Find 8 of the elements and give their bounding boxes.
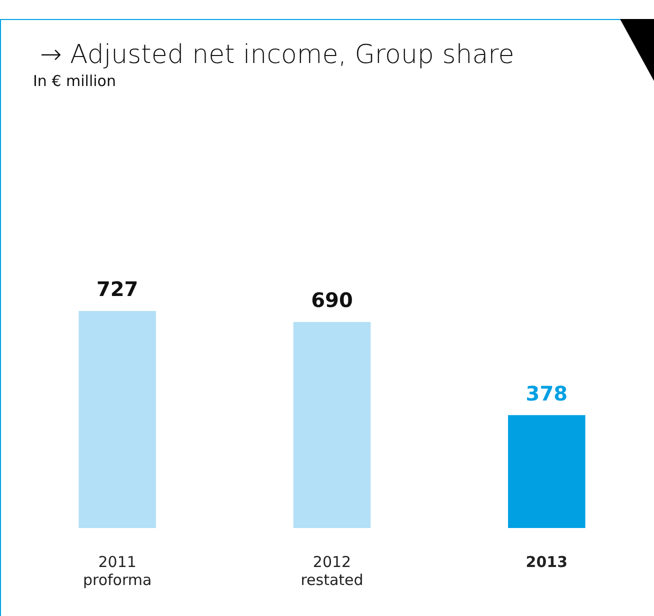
data-label: 378 xyxy=(526,381,568,406)
data-label: 727 xyxy=(96,277,138,302)
x-tick-label: 2012 restated xyxy=(300,552,364,589)
chart-title: → Adjusted net income, Group share xyxy=(40,40,514,70)
chart-subtitle: In € million xyxy=(33,72,116,90)
x-tick-label: 2011 proforma xyxy=(82,552,152,589)
data-label: 690 xyxy=(311,288,353,312)
x-tick-label: 2013 xyxy=(526,552,568,571)
